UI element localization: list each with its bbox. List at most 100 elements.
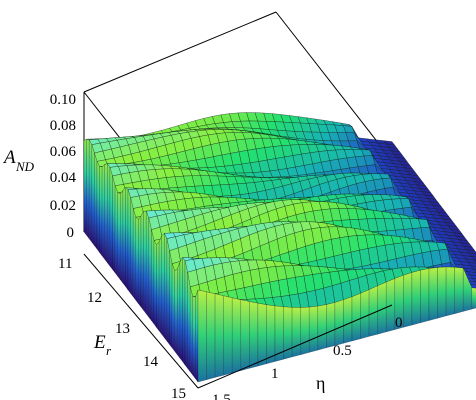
eta-tick-label: 0 xyxy=(395,315,403,331)
surface-side-wall xyxy=(182,256,186,366)
surface-front-wall xyxy=(266,304,276,365)
er-tick-label: 12 xyxy=(87,290,102,306)
surface-side-wall xyxy=(161,232,165,339)
surface-side-wall xyxy=(174,268,178,356)
z-tick-label: 0.10 xyxy=(50,92,76,108)
box-edge-back-vertical xyxy=(275,11,391,159)
surface-front-wall xyxy=(403,272,413,328)
surface-front-wall xyxy=(351,293,361,342)
surface-side-wall xyxy=(169,250,173,349)
surface-side-wall xyxy=(158,235,162,335)
surface-side-wall xyxy=(101,164,105,260)
surface-front-wall xyxy=(223,295,233,376)
z-tick-label: 0.04 xyxy=(50,170,77,186)
surface-front-wall xyxy=(309,305,318,353)
surface-patch xyxy=(472,278,476,283)
surface-front-wall xyxy=(368,285,378,337)
surface-front-wall xyxy=(360,289,370,339)
surface-side-wall xyxy=(107,163,111,267)
axis-er-line xyxy=(83,253,199,389)
eta-tick-label: 1.5 xyxy=(212,392,231,400)
surface-side-wall xyxy=(133,208,136,301)
surface-side-wall xyxy=(135,216,139,305)
surface-side-wall xyxy=(192,296,196,380)
surface-front-wall xyxy=(437,266,447,319)
surface-side-wall xyxy=(91,144,95,247)
surface-patch xyxy=(468,252,476,258)
eta-tick-label: 1 xyxy=(271,366,279,382)
surface-side-wall xyxy=(86,138,90,240)
surface-side-wall xyxy=(94,152,98,250)
axis-eta-line xyxy=(197,304,393,389)
surface-front-wall xyxy=(197,289,207,383)
surface-side-wall xyxy=(151,229,155,325)
z-axis-ticks: 0.10 0.08 0.06 0.04 0.02 0 xyxy=(50,92,77,241)
surface-side-wall xyxy=(96,161,100,254)
z-tick-label: 0.06 xyxy=(50,144,77,160)
surface-side-wall xyxy=(153,239,157,329)
surface-front-wall xyxy=(411,269,421,326)
surface-side-wall xyxy=(117,192,121,281)
surface-side-wall xyxy=(187,272,191,373)
surface-front-wall xyxy=(326,302,336,349)
surface-side-wall xyxy=(184,260,188,369)
er-axis-label-sub: r xyxy=(106,343,112,358)
surface-side-wall xyxy=(164,233,168,342)
surface-side-wall xyxy=(99,166,103,257)
er-axis-ticks: 11 12 13 14 15 xyxy=(58,256,186,400)
surface-front-wall xyxy=(334,299,344,346)
surface-side-wall xyxy=(127,189,131,294)
surface-side-wall xyxy=(177,262,181,359)
z-axis-label-main: A xyxy=(2,147,16,168)
z-axis-label: A ND xyxy=(2,147,35,174)
surface-front-wall xyxy=(291,307,301,358)
surface-side-wall xyxy=(166,238,170,346)
surface-patch xyxy=(466,271,476,276)
eta-axis-ticks: 0 0.5 1 1.5 xyxy=(212,315,403,400)
surface-front-wall xyxy=(317,304,327,351)
er-axis-label-main: E xyxy=(93,332,106,353)
surface-side-wall xyxy=(140,211,144,311)
surface-side-wall xyxy=(138,215,142,308)
er-tick-label: 15 xyxy=(171,386,186,400)
surface-side-wall xyxy=(156,241,160,332)
surface-side-wall xyxy=(190,286,193,376)
er-tick-label: 14 xyxy=(143,354,159,370)
surface-side-wall xyxy=(171,263,175,352)
surface-patch xyxy=(467,262,476,267)
surface-side-wall xyxy=(114,185,118,277)
surface-side-wall xyxy=(122,187,126,288)
surface-front-wall xyxy=(206,291,216,380)
z-axis-label-sub: ND xyxy=(15,159,35,174)
surface-side-wall xyxy=(179,257,183,363)
surface-front-wall xyxy=(257,302,267,367)
z-tick-label: 0.02 xyxy=(50,198,76,214)
eta-tick-label: 0.5 xyxy=(333,343,352,359)
surface-side-wall xyxy=(148,217,152,322)
surface-front-wall xyxy=(454,267,464,314)
surface-front-wall xyxy=(420,268,430,324)
z-tick-label: 0.08 xyxy=(50,118,76,134)
surface-front-wall xyxy=(249,301,259,369)
er-tick-label: 13 xyxy=(115,321,130,337)
box-edge-back-top xyxy=(83,11,277,93)
surface-side-wall xyxy=(112,175,116,274)
surface-side-wall xyxy=(104,163,108,264)
axes-front xyxy=(83,253,393,389)
eta-axis-label: η xyxy=(316,373,325,393)
er-tick-label: 11 xyxy=(58,256,72,272)
surface-side-wall xyxy=(146,211,149,318)
surface-side-wall xyxy=(89,139,92,243)
surface-side-wall xyxy=(195,289,199,383)
surface-front-wall xyxy=(471,287,476,310)
surface-front-wall xyxy=(343,296,353,344)
surface-side-wall xyxy=(125,187,129,291)
surface-side-wall xyxy=(143,210,147,315)
surface-patch xyxy=(470,265,476,270)
er-axis-label: E r xyxy=(93,332,112,358)
surface-front-wall xyxy=(214,293,224,378)
surface-mesh xyxy=(83,112,476,383)
surface-side-wall xyxy=(109,167,113,271)
surface-patch xyxy=(472,268,476,273)
